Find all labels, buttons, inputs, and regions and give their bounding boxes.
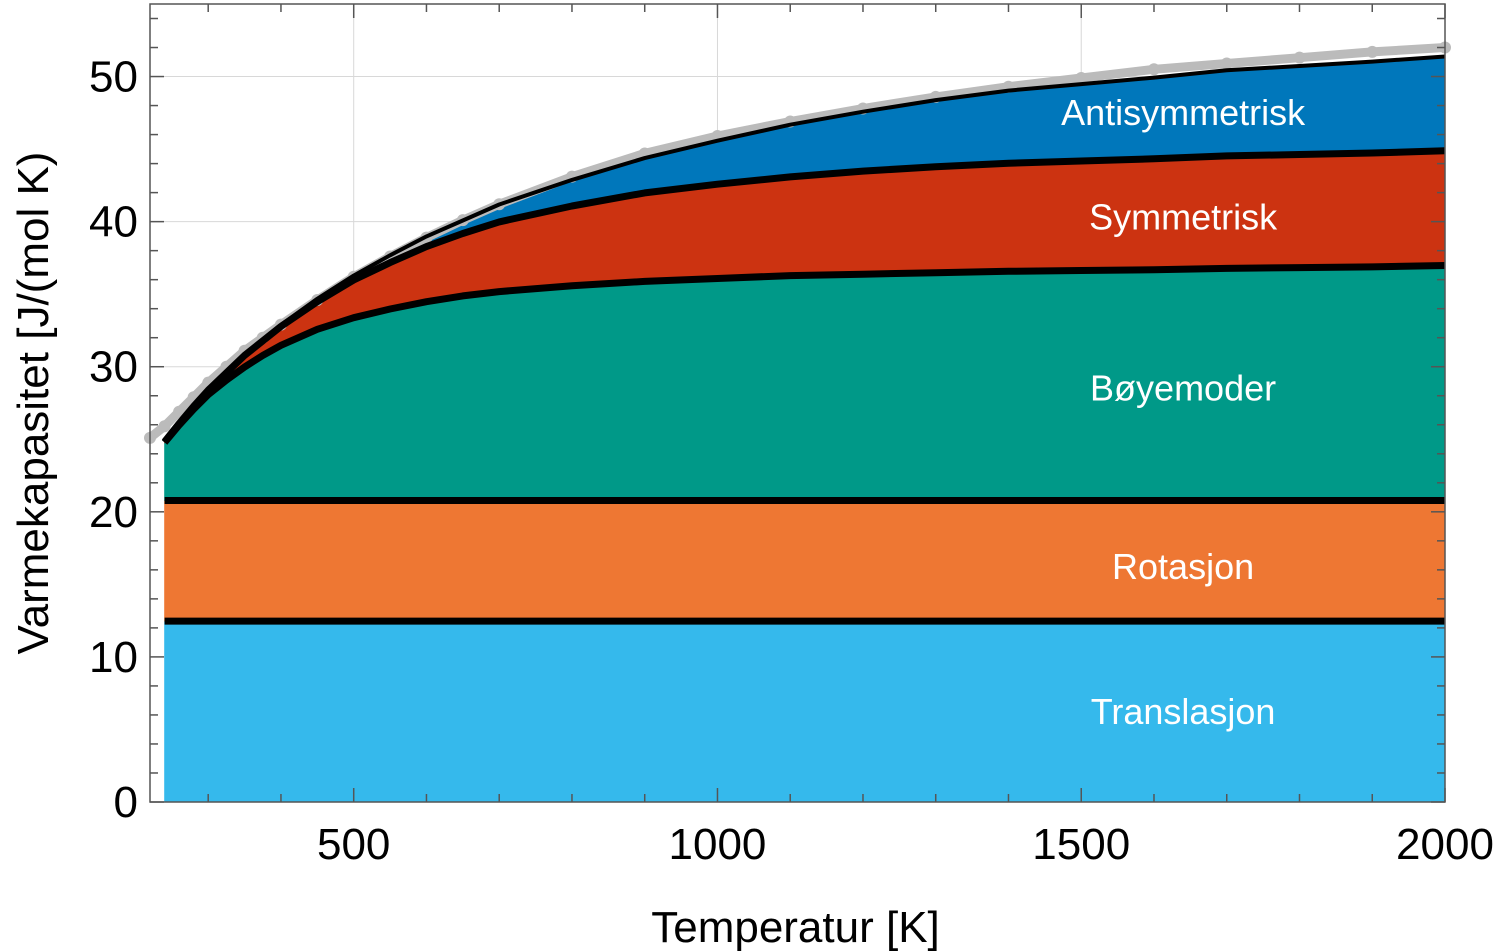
axis-ticks — [150, 4, 1446, 803]
band-label: Rotasjon — [1112, 546, 1254, 587]
plot-frame — [149, 3, 1446, 803]
measured-point — [1075, 71, 1088, 84]
band-label: Translasjon — [1091, 691, 1276, 732]
y-tick-label: 30 — [89, 343, 138, 392]
y-tick-label: 0 — [114, 778, 138, 827]
measured-point — [1293, 51, 1306, 64]
measured-point — [158, 420, 171, 433]
band-labels: Antisymmetrisk Symmetrisk Bøyemoder Rotasjo… — [1061, 92, 1306, 732]
x-tick-label: 500 — [317, 820, 390, 869]
stacked-areas — [164, 56, 1446, 803]
series-boundaries — [161, 54, 1446, 625]
measured-point — [1147, 63, 1160, 76]
y-axis-label: Varmekapasitet [J/(mol K) — [9, 152, 58, 655]
y-tick-label: 50 — [89, 53, 138, 102]
x-tick-label: 2000 — [1396, 820, 1494, 869]
band-label: Bøyemoder — [1090, 367, 1276, 408]
measured-point — [1220, 57, 1233, 70]
y-tick-label: 40 — [89, 198, 138, 247]
x-axis-label: Temperatur [K] — [651, 903, 940, 952]
measured-point — [1366, 45, 1379, 58]
boundary-line-5 — [163, 54, 1446, 443]
x-tick-label: 1500 — [1032, 820, 1130, 869]
y-tick-label: 10 — [89, 633, 138, 682]
band-label: Symmetrisk — [1089, 196, 1278, 237]
x-tick-label: 1000 — [669, 820, 767, 869]
tick-labels: 500 1000 1500 2000 0 10 20 30 40 50 — [89, 53, 1494, 869]
band-label: Antisymmetrisk — [1061, 92, 1306, 133]
y-tick-label: 20 — [89, 488, 138, 537]
boundary-line-3 — [161, 262, 1446, 445]
